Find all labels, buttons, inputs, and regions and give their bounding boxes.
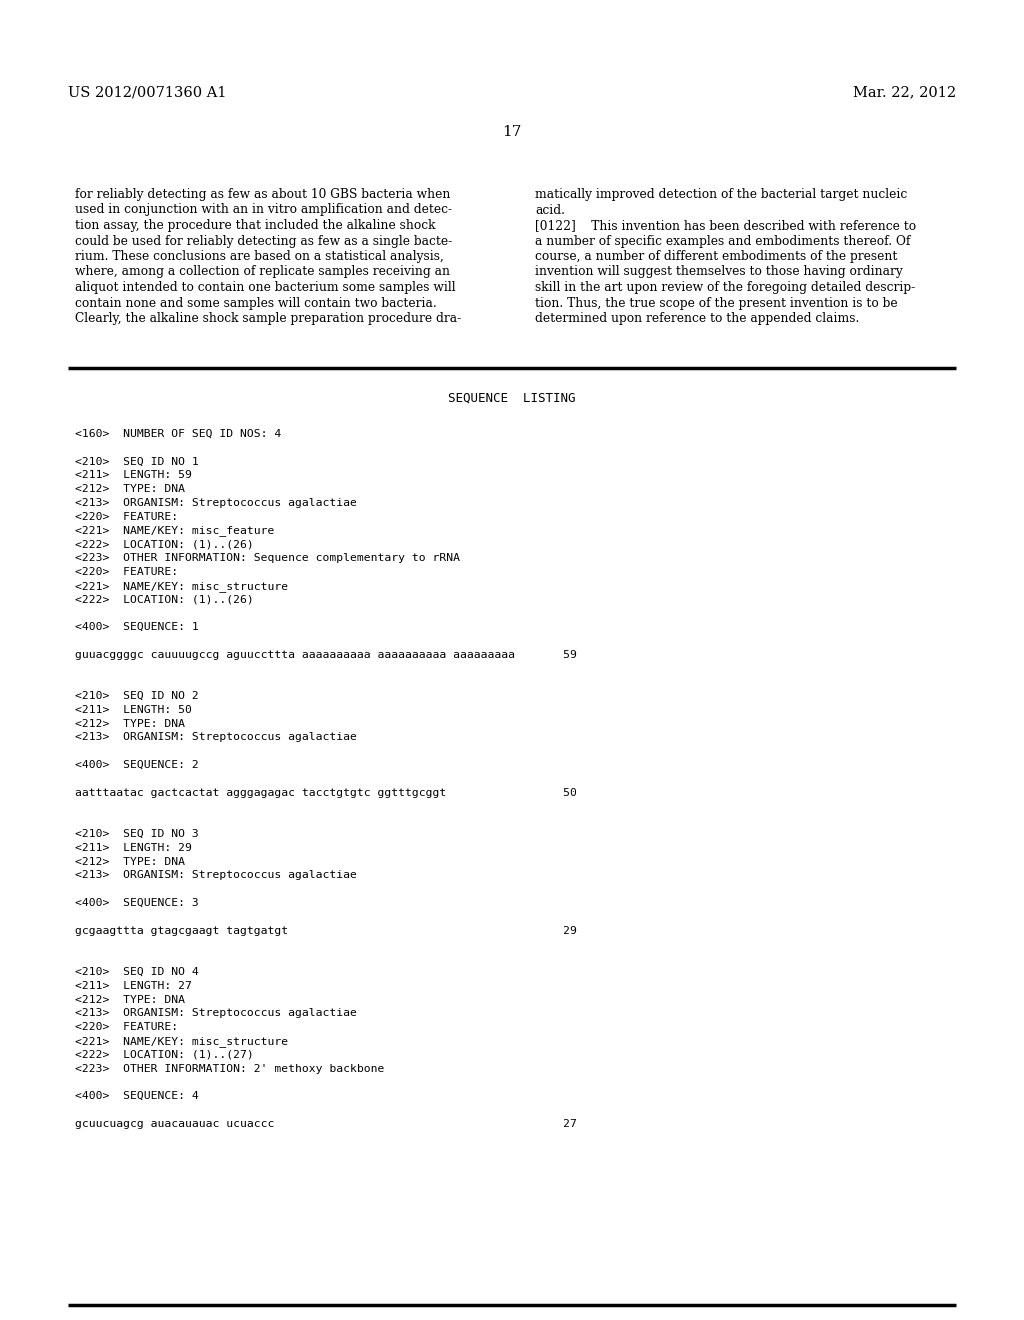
- Text: <220>  FEATURE:: <220> FEATURE:: [75, 566, 178, 577]
- Text: <221>  NAME/KEY: misc_feature: <221> NAME/KEY: misc_feature: [75, 525, 274, 536]
- Text: <211>  LENGTH: 27: <211> LENGTH: 27: [75, 981, 191, 991]
- Text: matically improved detection of the bacterial target nucleic: matically improved detection of the bact…: [535, 187, 907, 201]
- Text: <400>  SEQUENCE: 1: <400> SEQUENCE: 1: [75, 622, 199, 632]
- Text: 17: 17: [503, 125, 521, 139]
- Text: aatttaatac gactcactat agggagagac tacctgtgtc ggtttgcggt                 50: aatttaatac gactcactat agggagagac tacctgt…: [75, 788, 577, 797]
- Text: <400>  SEQUENCE: 3: <400> SEQUENCE: 3: [75, 898, 199, 908]
- Text: <212>  TYPE: DNA: <212> TYPE: DNA: [75, 857, 185, 867]
- Text: <213>  ORGANISM: Streptococcus agalactiae: <213> ORGANISM: Streptococcus agalactiae: [75, 498, 357, 508]
- Text: <210>  SEQ ID NO 2: <210> SEQ ID NO 2: [75, 690, 199, 701]
- Text: Clearly, the alkaline shock sample preparation procedure dra-: Clearly, the alkaline shock sample prepa…: [75, 312, 461, 325]
- Text: tion assay, the procedure that included the alkaline shock: tion assay, the procedure that included …: [75, 219, 435, 232]
- Text: <220>  FEATURE:: <220> FEATURE:: [75, 512, 178, 521]
- Text: for reliably detecting as few as about 10 GBS bacteria when: for reliably detecting as few as about 1…: [75, 187, 451, 201]
- Text: gcuucuagcg auacauauac ucuaccc                                          27: gcuucuagcg auacauauac ucuaccc 27: [75, 1119, 577, 1129]
- Text: invention will suggest themselves to those having ordinary: invention will suggest themselves to tho…: [535, 265, 903, 279]
- Text: <223>  OTHER INFORMATION: 2' methoxy backbone: <223> OTHER INFORMATION: 2' methoxy back…: [75, 1064, 384, 1073]
- Text: US 2012/0071360 A1: US 2012/0071360 A1: [68, 84, 226, 99]
- Text: <213>  ORGANISM: Streptococcus agalactiae: <213> ORGANISM: Streptococcus agalactiae: [75, 870, 357, 880]
- Text: contain none and some samples will contain two bacteria.: contain none and some samples will conta…: [75, 297, 437, 309]
- Text: <211>  LENGTH: 29: <211> LENGTH: 29: [75, 842, 191, 853]
- Text: <210>  SEQ ID NO 3: <210> SEQ ID NO 3: [75, 829, 199, 840]
- Text: tion. Thus, the true scope of the present invention is to be: tion. Thus, the true scope of the presen…: [535, 297, 898, 309]
- Text: <222>  LOCATION: (1)..(26): <222> LOCATION: (1)..(26): [75, 539, 254, 549]
- Text: course, a number of different embodiments of the present: course, a number of different embodiment…: [535, 249, 897, 263]
- Text: <211>  LENGTH: 59: <211> LENGTH: 59: [75, 470, 191, 480]
- Text: <222>  LOCATION: (1)..(26): <222> LOCATION: (1)..(26): [75, 594, 254, 605]
- Text: <221>  NAME/KEY: misc_structure: <221> NAME/KEY: misc_structure: [75, 581, 288, 591]
- Text: [0122]    This invention has been described with reference to: [0122] This invention has been described…: [535, 219, 916, 232]
- Text: <400>  SEQUENCE: 4: <400> SEQUENCE: 4: [75, 1092, 199, 1101]
- Text: <223>  OTHER INFORMATION: Sequence complementary to rRNA: <223> OTHER INFORMATION: Sequence comple…: [75, 553, 460, 564]
- Text: gcgaagttta gtagcgaagt tagtgatgt                                        29: gcgaagttta gtagcgaagt tagtgatgt 29: [75, 925, 577, 936]
- Text: guuacggggc cauuuugccg aguuccttta aaaaaaaaaa aaaaaaaaaa aaaaaaaaa       59: guuacggggc cauuuugccg aguuccttta aaaaaaa…: [75, 649, 577, 660]
- Text: where, among a collection of replicate samples receiving an: where, among a collection of replicate s…: [75, 265, 450, 279]
- Text: SEQUENCE  LISTING: SEQUENCE LISTING: [449, 392, 575, 405]
- Text: <210>  SEQ ID NO 1: <210> SEQ ID NO 1: [75, 457, 199, 466]
- Text: aliquot intended to contain one bacterium some samples will: aliquot intended to contain one bacteriu…: [75, 281, 456, 294]
- Text: <212>  TYPE: DNA: <212> TYPE: DNA: [75, 484, 185, 494]
- Text: <213>  ORGANISM: Streptococcus agalactiae: <213> ORGANISM: Streptococcus agalactiae: [75, 733, 357, 742]
- Text: a number of specific examples and embodiments thereof. Of: a number of specific examples and embodi…: [535, 235, 910, 248]
- Text: <210>  SEQ ID NO 4: <210> SEQ ID NO 4: [75, 968, 199, 977]
- Text: <213>  ORGANISM: Streptococcus agalactiae: <213> ORGANISM: Streptococcus agalactiae: [75, 1008, 357, 1019]
- Text: acid.: acid.: [535, 203, 565, 216]
- Text: determined upon reference to the appended claims.: determined upon reference to the appende…: [535, 312, 859, 325]
- Text: <220>  FEATURE:: <220> FEATURE:: [75, 1022, 178, 1032]
- Text: <212>  TYPE: DNA: <212> TYPE: DNA: [75, 994, 185, 1005]
- Text: <221>  NAME/KEY: misc_structure: <221> NAME/KEY: misc_structure: [75, 1036, 288, 1047]
- Text: skill in the art upon review of the foregoing detailed descrip-: skill in the art upon review of the fore…: [535, 281, 915, 294]
- Text: rium. These conclusions are based on a statistical analysis,: rium. These conclusions are based on a s…: [75, 249, 443, 263]
- Text: <222>  LOCATION: (1)..(27): <222> LOCATION: (1)..(27): [75, 1049, 254, 1060]
- Text: Mar. 22, 2012: Mar. 22, 2012: [853, 84, 956, 99]
- Text: <212>  TYPE: DNA: <212> TYPE: DNA: [75, 718, 185, 729]
- Text: <160>  NUMBER OF SEQ ID NOS: 4: <160> NUMBER OF SEQ ID NOS: 4: [75, 429, 282, 438]
- Text: could be used for reliably detecting as few as a single bacte-: could be used for reliably detecting as …: [75, 235, 453, 248]
- Text: <400>  SEQUENCE: 2: <400> SEQUENCE: 2: [75, 760, 199, 770]
- Text: <211>  LENGTH: 50: <211> LENGTH: 50: [75, 705, 191, 715]
- Text: used in conjunction with an in vitro amplification and detec-: used in conjunction with an in vitro amp…: [75, 203, 453, 216]
